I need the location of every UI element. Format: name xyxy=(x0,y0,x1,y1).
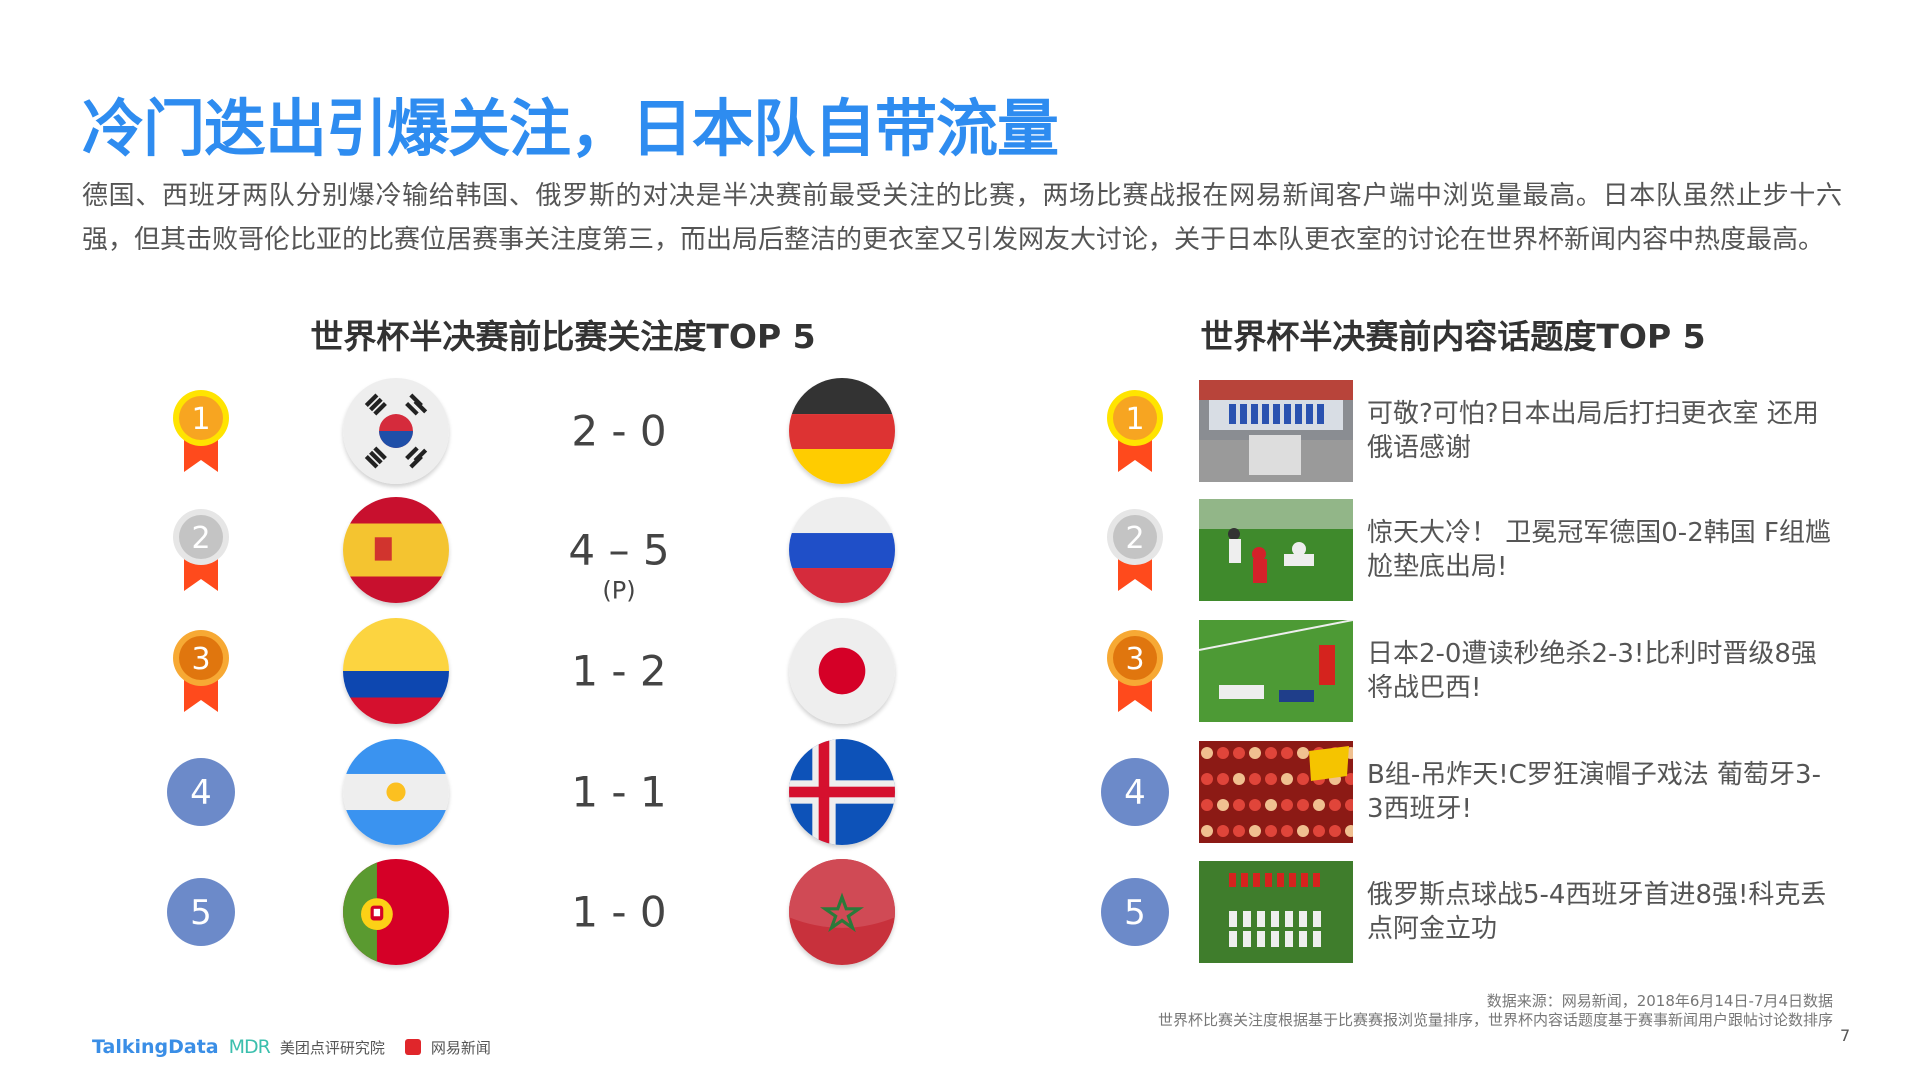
netease-logo-icon xyxy=(404,1039,421,1055)
korea-flag-icon xyxy=(343,378,449,484)
page-number: 7 xyxy=(1840,1026,1851,1045)
celebration-photo[interactable] xyxy=(1199,861,1353,963)
meituan-logo-text: 美团点评研究院 xyxy=(279,1038,385,1057)
flag-stripe xyxy=(343,576,449,603)
netease-logo-text: 网易新闻 xyxy=(430,1038,491,1057)
flag-stripe xyxy=(789,449,895,484)
rank-number: 2 xyxy=(191,521,210,556)
germany-flag-icon xyxy=(789,378,895,484)
penalty-note: (P) xyxy=(602,576,636,605)
argentina-flag-icon xyxy=(343,739,449,845)
rank-number: 4 xyxy=(1124,773,1146,813)
badge-circle xyxy=(1101,878,1169,946)
rank-medal-2-icon: 2 xyxy=(166,505,236,595)
flag-stripe xyxy=(343,671,449,698)
flag-stripe xyxy=(789,378,895,415)
score-value: 2 - 0 xyxy=(571,406,667,456)
flag-stripe xyxy=(343,697,449,724)
spain-flag-icon xyxy=(343,497,449,603)
medal-face xyxy=(1113,515,1157,559)
topic-heat-title: 世界杯半决赛前内容话题度TOP 5 xyxy=(1200,317,1706,356)
badge-circle xyxy=(167,758,235,826)
topic-headline[interactable]: 日本2-0遭读秒绝杀2-3!比利时晋级8强将战巴西! xyxy=(1367,639,1817,703)
method-note: 世界杯比赛关注度根据基于比赛赛报浏览量排序，世界杯内容话题度基于赛事新闻用户跟帖… xyxy=(1157,1011,1833,1029)
page-title: 冷门迭出引爆关注，日本队自带流量 xyxy=(82,92,1059,165)
rank-medal-1-icon: 1 xyxy=(1100,386,1170,476)
medal-face xyxy=(1113,396,1157,440)
rank-number: 5 xyxy=(190,893,212,933)
rank-medal-3-icon: 3 xyxy=(166,626,236,716)
rank-medal-4-icon: 4 xyxy=(1100,747,1170,837)
mdr-logo: MDR xyxy=(228,1036,271,1058)
rank-number: 3 xyxy=(1125,642,1144,677)
medal-face xyxy=(179,396,223,440)
medal-face xyxy=(1113,636,1157,680)
rank-number: 3 xyxy=(191,642,210,677)
topic-headline[interactable]: B组-吊炸天!C罗狂演帽子戏法 葡萄牙3-3西班牙! xyxy=(1367,760,1821,824)
match-score: 2 - 0 xyxy=(571,407,666,456)
flag-stripe xyxy=(343,618,449,671)
summary-paragraph: 德国、西班牙两队分别爆冷输给韩国、俄罗斯的对决是半决赛前最受关注的比赛，两场比赛… xyxy=(82,181,1842,255)
score-value: 4 – 5 xyxy=(568,525,670,575)
rank-medal-2-icon: 2 xyxy=(1100,505,1170,595)
medal-face xyxy=(179,515,223,559)
match-score: 4 – 5 (P) xyxy=(568,526,669,603)
topic-headline[interactable]: 俄罗斯点球战5-4西班牙首进8强!科克丢点阿金立功 xyxy=(1367,880,1827,944)
rank-number: 1 xyxy=(191,402,210,437)
crowd-photo[interactable] xyxy=(1199,741,1357,843)
rank-number: 4 xyxy=(190,773,212,813)
match-score: 1 - 2 xyxy=(571,647,666,696)
match-attention-title: 世界杯半决赛前比赛关注度TOP 5 xyxy=(310,317,816,356)
rank-number: 5 xyxy=(1124,893,1146,933)
japan-flag-icon xyxy=(789,618,895,724)
flag-stripe xyxy=(789,568,895,603)
flag-stripe xyxy=(789,497,895,534)
rank-medal-5-icon: 5 xyxy=(1100,867,1170,957)
flag-stripe xyxy=(343,523,449,577)
russia-flag-icon xyxy=(789,497,895,603)
portugal-flag-icon xyxy=(343,859,449,965)
flag-stripe xyxy=(789,414,895,450)
rank-medal-4-icon: 4 xyxy=(166,747,236,837)
rank-number: 1 xyxy=(1125,402,1144,437)
partner-logos: TalkingData MDR 美团点评研究院 网易新闻 xyxy=(92,1036,491,1058)
goal-action-photo[interactable] xyxy=(1199,499,1353,601)
match-score: 1 - 1 xyxy=(571,768,666,817)
flag-stripe xyxy=(343,497,449,524)
flag-stripe xyxy=(343,810,449,845)
iceland-flag-icon xyxy=(789,739,895,845)
badge-circle xyxy=(167,878,235,946)
colombia-flag-icon xyxy=(343,618,449,724)
score-value: 1 - 1 xyxy=(571,767,667,817)
score-value: 1 - 0 xyxy=(571,887,667,937)
flag-stripe xyxy=(343,739,449,774)
badge-circle xyxy=(1101,758,1169,826)
data-source-note: 数据来源：网易新闻，2018年6月14日-7月4日数据 xyxy=(1486,992,1833,1010)
pitch-fall-photo[interactable] xyxy=(1198,619,1354,722)
topic-headline[interactable]: 惊天大冷！ 卫冕冠军德国0-2韩国 F组尴尬垫底出局! xyxy=(1367,518,1831,582)
score-value: 1 - 2 xyxy=(571,646,667,696)
locker-room-photo[interactable] xyxy=(1199,380,1353,482)
rank-medal-5-icon: 5 xyxy=(166,867,236,957)
medal-face xyxy=(179,636,223,680)
topic-headline[interactable]: 可敬?可怕?日本出局后打扫更衣室 还用俄语感谢 xyxy=(1367,399,1819,463)
morocco-flag-icon xyxy=(789,859,895,965)
match-score: 1 - 0 xyxy=(571,888,666,937)
rank-number: 2 xyxy=(1125,521,1144,556)
rank-medal-1-icon: 1 xyxy=(166,386,236,476)
flag-stripe xyxy=(789,533,895,569)
talkingdata-logo: TalkingData xyxy=(92,1036,219,1058)
rank-medal-3-icon: 3 xyxy=(1100,626,1170,716)
